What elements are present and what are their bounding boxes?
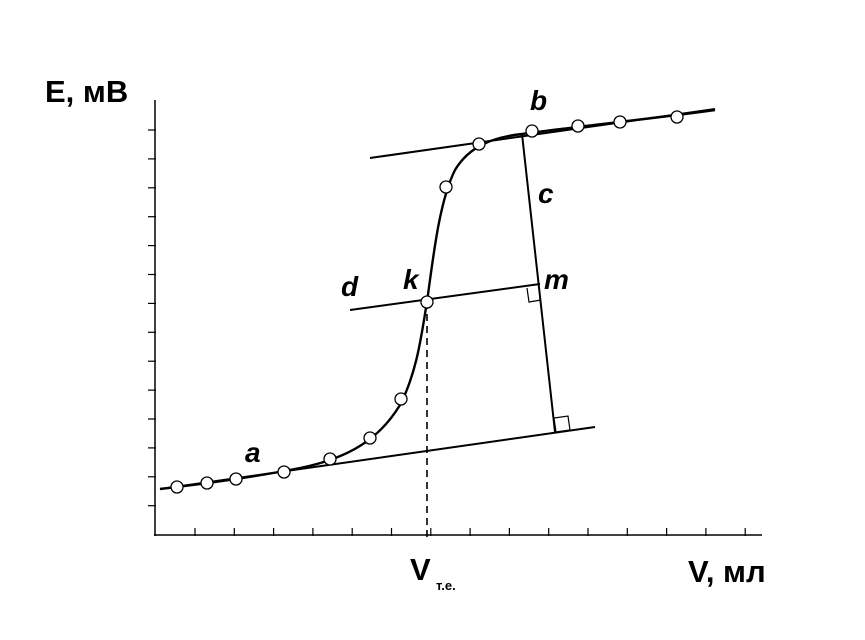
data-point <box>229 472 243 486</box>
ticks <box>148 129 746 536</box>
label-c: c <box>538 178 554 209</box>
data-point <box>323 452 337 466</box>
data-point <box>472 137 486 151</box>
equivalence-symbol: V <box>410 552 431 587</box>
y-axis-label: E, мВ <box>45 74 128 109</box>
label-k: k <box>403 264 420 295</box>
equivalence-subscript: т.е. <box>436 578 456 593</box>
data-point <box>200 476 214 490</box>
label-d: d <box>341 271 359 302</box>
data-point <box>394 392 408 406</box>
right-angle-mark <box>526 287 542 303</box>
perpendicular-c <box>521 133 556 433</box>
midline-d <box>349 283 541 311</box>
data-point <box>363 431 377 445</box>
data-point <box>439 180 453 194</box>
label-a: a <box>245 437 261 468</box>
data-point <box>670 110 684 124</box>
data-point <box>525 124 539 138</box>
label-m: m <box>544 264 569 295</box>
data-point <box>571 119 585 133</box>
right-angle-mark <box>553 415 571 433</box>
data-point <box>277 465 291 479</box>
data-point <box>420 295 434 309</box>
data-point <box>613 115 627 129</box>
x-axis-label: V, мл <box>688 554 766 589</box>
data-point <box>170 480 184 494</box>
axes <box>154 100 762 536</box>
data-points <box>170 110 684 494</box>
label-b: b <box>530 85 547 116</box>
